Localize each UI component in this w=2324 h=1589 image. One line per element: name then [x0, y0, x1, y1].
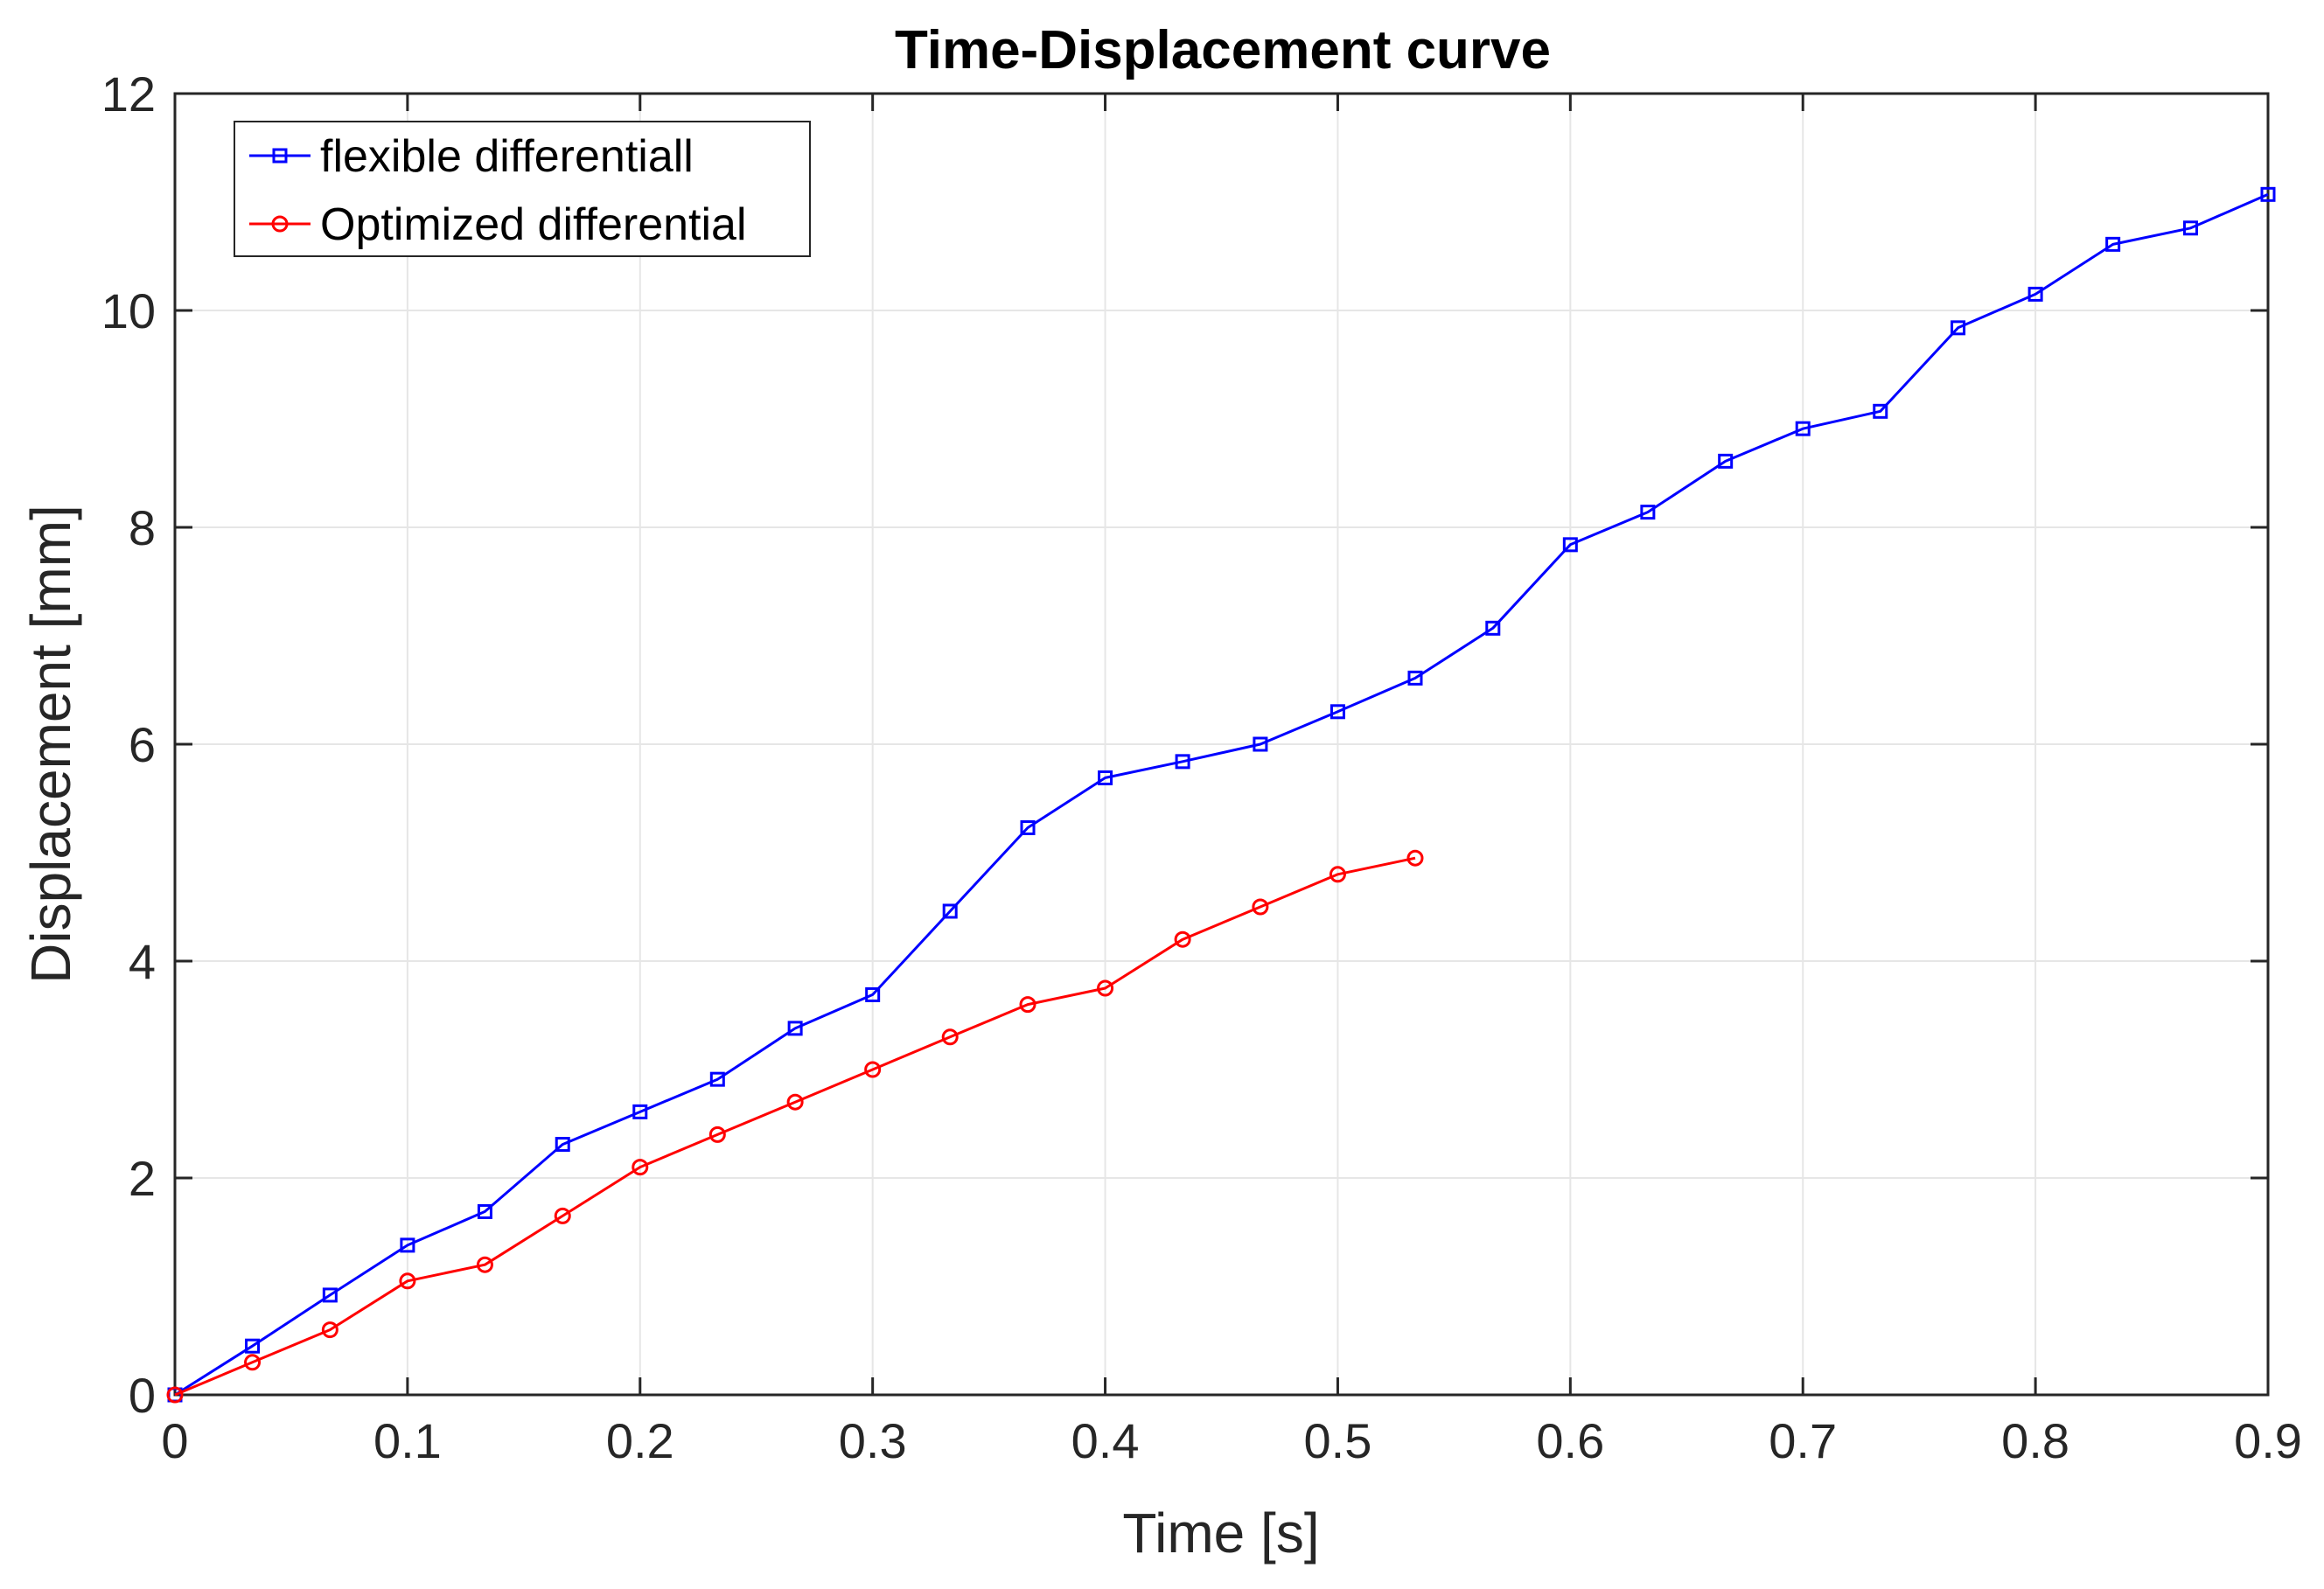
- data-point-square: [1329, 704, 1345, 720]
- x-tick-label: 0.1: [373, 1413, 442, 1468]
- data-point-square: [1485, 620, 1501, 636]
- legend-marker-square-icon: [272, 148, 288, 164]
- data-point-square: [2260, 186, 2276, 202]
- data-point-circle: [786, 1093, 804, 1111]
- data-point-circle: [166, 1386, 184, 1404]
- x-tick-label: 0.6: [1536, 1413, 1604, 1468]
- x-tick-label: 0.8: [2001, 1413, 2069, 1468]
- data-point-circle: [244, 1354, 262, 1371]
- legend-label-flexible: flexible differentiall: [320, 131, 694, 182]
- data-point-square: [1640, 505, 1656, 520]
- y-tick-label: 4: [129, 934, 156, 989]
- data-point-circle: [1174, 930, 1191, 948]
- data-point-circle: [476, 1256, 493, 1273]
- data-point-square: [1718, 453, 1734, 469]
- grid: [175, 94, 2268, 1395]
- axes: 0 0.1 0.2 0.3 0.4 0.5 0.6 0.7 0.8 0.9 0 2 4 6 8 10 12: [101, 66, 2302, 1468]
- data-point-circle: [1097, 979, 1114, 997]
- data-point-square: [1562, 537, 1578, 553]
- x-tick-label: 0: [161, 1413, 188, 1468]
- data-point-square: [2182, 220, 2198, 236]
- data-point-circle: [1019, 996, 1036, 1014]
- data-point-square: [787, 1021, 803, 1036]
- series-line-1: [174, 856, 1416, 1397]
- data-point-square: [555, 1137, 570, 1153]
- data-point-square: [1873, 403, 1888, 419]
- y-tick-label: 10: [101, 283, 156, 338]
- data-point-circle: [399, 1272, 416, 1290]
- data-point-square: [1951, 320, 1966, 336]
- chart-title: Time-Displacement curve: [895, 20, 1551, 80]
- data-point-square: [865, 986, 881, 1002]
- data-point-square: [709, 1071, 725, 1087]
- x-tick-label: 0.3: [839, 1413, 907, 1468]
- data-point-square: [2027, 286, 2043, 302]
- data-point-circle: [1329, 866, 1346, 883]
- data-point-square: [632, 1104, 648, 1119]
- data-point-square: [942, 903, 958, 919]
- data-point-square: [322, 1287, 338, 1303]
- data-point-circle: [708, 1126, 726, 1143]
- legend: flexible differentiall Optimized differe…: [234, 121, 811, 257]
- data-point-square: [1407, 670, 1423, 686]
- data-point-square: [1253, 736, 1268, 752]
- data-point-square: [1098, 770, 1113, 785]
- x-tick-label: 0.5: [1304, 1413, 1372, 1468]
- data-point-square: [245, 1338, 261, 1354]
- data-point-square: [1175, 754, 1190, 770]
- data-point-circle: [1406, 849, 1424, 867]
- data-point-circle: [554, 1207, 571, 1224]
- data-point-square: [1020, 819, 1036, 835]
- data-point-square: [400, 1237, 415, 1253]
- y-tick-label: 0: [129, 1368, 156, 1423]
- plot-frame: [173, 92, 2270, 1397]
- data-point-circle: [632, 1159, 649, 1176]
- x-tick-label: 0.7: [1769, 1413, 1837, 1468]
- data-point-square: [1795, 421, 1811, 436]
- series-line-0: [174, 192, 2269, 1397]
- y-axis-label: Displacement [mm]: [19, 505, 82, 984]
- data-point-circle: [321, 1321, 338, 1339]
- x-tick-label: 0.9: [2234, 1413, 2302, 1468]
- legend-marker-circle-icon: [271, 215, 289, 233]
- x-axis-label: Time [s]: [1122, 1502, 1319, 1565]
- data-point-circle: [941, 1028, 959, 1046]
- data-point-square: [2105, 236, 2121, 252]
- series-layer: [166, 186, 2276, 1404]
- data-point-square: [477, 1203, 492, 1219]
- x-tick-label: 0.4: [1071, 1413, 1140, 1468]
- x-tick-label: 0.2: [606, 1413, 674, 1468]
- data-point-circle: [1252, 898, 1269, 916]
- legend-box: [234, 121, 811, 257]
- data-point-circle: [864, 1061, 882, 1078]
- y-tick-label: 12: [101, 66, 156, 122]
- legend-label-optimized: Optimized differential: [320, 199, 747, 250]
- y-tick-label: 2: [129, 1151, 156, 1206]
- y-tick-label: 8: [129, 500, 156, 555]
- y-tick-label: 6: [129, 717, 156, 772]
